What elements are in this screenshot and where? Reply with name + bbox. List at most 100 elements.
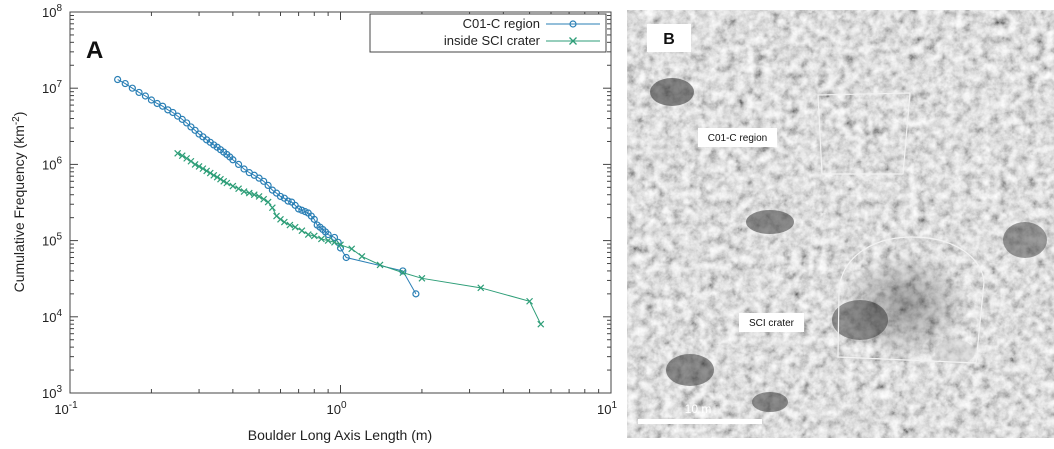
data-point [159, 102, 167, 110]
legend-marker-c01c [569, 20, 577, 28]
data-point [229, 182, 237, 190]
boulder-shadow [1003, 222, 1047, 258]
data-point [268, 204, 276, 212]
y-axis-ticks: 103 104 105 106 107 108 [42, 3, 611, 401]
data-point [260, 177, 268, 185]
data-point [191, 126, 199, 134]
data-point [147, 96, 156, 104]
series-line-0 [117, 79, 417, 295]
data-point [141, 92, 150, 100]
data-point [213, 173, 221, 181]
data-point [276, 192, 285, 201]
y-tick-label: 108 [42, 3, 62, 20]
plot-frame [69, 11, 612, 394]
data-point [412, 290, 420, 298]
data-point [229, 156, 237, 164]
scale-bar: 10 m [638, 402, 762, 424]
y-tick-label: 103 [42, 384, 62, 401]
legend-label-c01c: C01-C region [463, 16, 540, 31]
data-point [399, 269, 407, 277]
data-point [240, 165, 248, 173]
data-point [284, 197, 292, 205]
data-point [223, 179, 231, 187]
data-point [183, 119, 191, 127]
crater-shade [840, 250, 970, 360]
photo-panel-b: B C01-C region SCI crater 10 m [627, 10, 1054, 438]
boulder-shadow [650, 78, 694, 106]
data-point [286, 221, 294, 229]
data-point [376, 261, 384, 269]
data-point [310, 215, 318, 223]
photo-label-sci: SCI crater [739, 313, 804, 332]
boulder-shadow [746, 210, 794, 234]
data-point [206, 169, 214, 177]
data-point [121, 79, 129, 88]
data-point [135, 88, 143, 97]
data-point [199, 165, 207, 173]
legend: C01-C region inside SCI crater [369, 13, 607, 53]
data-point [294, 205, 303, 213]
data-point [183, 154, 191, 162]
data-point [195, 163, 203, 170]
data-point [191, 160, 199, 168]
data-series [114, 75, 545, 328]
data-point [280, 218, 288, 226]
data-point [264, 198, 272, 206]
data-point [298, 206, 306, 214]
data-point [399, 267, 407, 275]
data-point [277, 215, 284, 223]
x-axis-title: Boulder Long Axis Length (m) [248, 427, 432, 443]
y-tick-label: 105 [42, 232, 62, 249]
y-tick-label: 107 [42, 79, 62, 96]
data-point [234, 160, 243, 168]
data-point [203, 167, 211, 175]
legend-box [369, 13, 607, 53]
data-point [255, 192, 263, 200]
svg-text:C01-C region: C01-C region [708, 133, 767, 144]
legend-label-sci: inside SCI crater [444, 33, 541, 48]
x-axis-ticks: 10-1 100 101 [54, 12, 617, 417]
data-point [418, 274, 426, 282]
data-point [477, 284, 485, 292]
x-tick-label: 100 [326, 400, 346, 417]
data-point [153, 99, 161, 108]
data-point [264, 181, 272, 190]
x-tick-label: 101 [597, 400, 617, 417]
data-point [114, 75, 122, 84]
data-point [337, 241, 344, 249]
data-point [537, 320, 545, 328]
data-point [217, 175, 224, 183]
data-point [169, 108, 177, 117]
data-point [298, 227, 306, 235]
x-tick-label: 10-1 [54, 400, 78, 417]
boulder-shadow [752, 392, 788, 412]
data-point [210, 171, 218, 179]
data-point [178, 115, 186, 123]
data-point [250, 191, 258, 199]
y-axis-title: Cumulative Frequency (km-2) [11, 112, 27, 293]
data-point [240, 188, 248, 195]
data-point [526, 297, 533, 305]
panel-a-label: A [86, 37, 103, 64]
data-point [317, 235, 325, 243]
data-point [330, 233, 339, 242]
data-point [260, 195, 268, 203]
data-point [304, 231, 312, 238]
data-point [342, 253, 350, 262]
c01c-region-outline [817, 92, 911, 175]
data-point [178, 152, 186, 160]
svg-text:B: B [663, 31, 675, 48]
photo-label-c01c: C01-C region [698, 128, 777, 147]
data-point [324, 237, 332, 245]
data-point [310, 232, 318, 240]
data-point [174, 149, 182, 157]
data-point [245, 189, 253, 197]
data-point [358, 252, 366, 260]
data-point [324, 230, 332, 239]
data-point [174, 112, 182, 120]
data-point [348, 245, 356, 253]
y-tick-label: 104 [42, 308, 62, 325]
svg-text:10 m: 10 m [685, 402, 712, 416]
photo-label-b: B [647, 24, 691, 52]
